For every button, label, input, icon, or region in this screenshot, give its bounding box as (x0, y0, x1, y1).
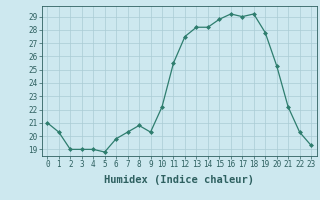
X-axis label: Humidex (Indice chaleur): Humidex (Indice chaleur) (104, 175, 254, 185)
